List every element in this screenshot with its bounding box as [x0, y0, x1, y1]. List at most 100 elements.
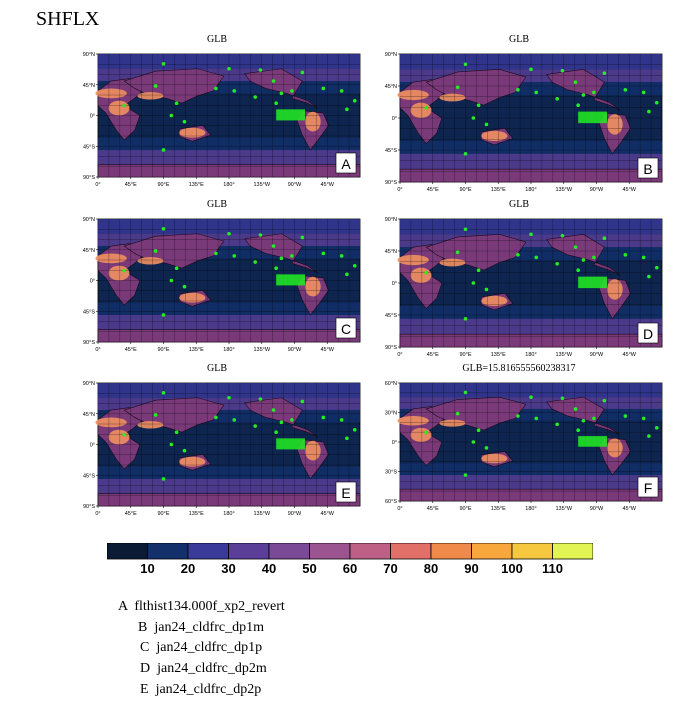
x-tick-label: 0° — [95, 182, 100, 188]
site-marker — [484, 287, 489, 292]
colorbar-label: 50 — [302, 561, 316, 576]
site-marker — [455, 85, 460, 90]
site-marker — [174, 101, 179, 105]
map-panel-f: GLB=15.816555560238317 60°N 30°N 0° 30°S 60°… — [374, 363, 664, 523]
site-marker — [182, 284, 187, 289]
site-marker — [576, 268, 580, 272]
flux-hotspot — [95, 417, 127, 428]
site-marker — [153, 413, 158, 417]
y-tick-label: 45°N — [83, 248, 95, 254]
colorbar-label: 80 — [424, 561, 438, 576]
flux-hotspot — [410, 102, 432, 118]
x-tick-label: 90°E — [460, 352, 472, 358]
map-panel-c: GLB 90°N 45°N 0° 45°S 90°S 0° 45°E 90°E 135°E 180… — [72, 199, 362, 359]
site-cluster — [578, 436, 607, 447]
legend-letter: D — [140, 661, 151, 677]
map-plot: 90°N45°N0°45°S90°S0° 45°E 90°E 135°E 180° 135… — [385, 217, 663, 358]
site-marker — [227, 66, 231, 71]
site-marker — [253, 260, 257, 264]
site-marker — [516, 253, 520, 257]
colorbar-label: 100 — [501, 561, 523, 576]
y-tick-label: 90°N — [83, 52, 95, 58]
colorbar-swatch — [187, 543, 229, 560]
panel-label-box — [637, 476, 659, 498]
flux-hotspot — [397, 254, 429, 266]
site-marker — [476, 268, 481, 272]
x-tick-label: 180° — [525, 506, 536, 512]
flux-hotspot — [304, 276, 321, 297]
x-tick-label: 135°W — [555, 187, 572, 193]
y-tick-label: 0° — [392, 116, 397, 122]
x-tick-label: 135°W — [253, 182, 270, 188]
site-marker — [529, 232, 533, 237]
y-tick-label: 45°N — [83, 412, 95, 418]
site-marker — [592, 90, 596, 95]
colorbar-label: 60 — [343, 561, 357, 576]
x-tick-label: 0° — [397, 352, 402, 358]
site-marker — [345, 107, 349, 112]
y-tick-label: 60°S — [385, 499, 397, 505]
site-marker — [279, 91, 284, 96]
y-tick-label: 0° — [90, 114, 95, 120]
site-marker — [602, 236, 607, 240]
site-marker — [274, 430, 278, 434]
y-tick-label: 0° — [392, 440, 397, 446]
x-tick-label: 135°E — [491, 506, 506, 512]
colorbar-swatch — [390, 543, 432, 560]
site-marker — [592, 255, 596, 260]
site-marker — [214, 86, 218, 91]
site-marker — [602, 71, 607, 75]
site-cluster — [578, 111, 607, 124]
y-tick-label: 30°S — [385, 470, 397, 476]
y-tick-label: 90°S — [385, 345, 397, 351]
site-marker — [271, 79, 276, 83]
x-tick-label: 90°E — [158, 347, 170, 353]
y-tick-label: 90°S — [83, 340, 95, 346]
site-marker — [339, 418, 344, 422]
land-area — [244, 233, 319, 274]
x-tick-label: 0° — [397, 506, 402, 512]
x-tick-label: 45°E — [427, 506, 439, 512]
x-tick-label: 135°W — [253, 347, 270, 353]
x-tick-label: 90°W — [288, 182, 302, 188]
map-plot: 90°N45°N0°45°S90°S0° 45°E 90°E 135°E 180° 135… — [385, 52, 663, 193]
site-marker — [573, 407, 578, 411]
site-marker — [463, 62, 468, 67]
site-marker — [214, 251, 218, 256]
site-marker — [253, 95, 257, 99]
site-marker — [623, 414, 628, 418]
flux-hotspot — [439, 93, 466, 102]
x-tick-label: 90°E — [460, 506, 472, 512]
site-marker — [300, 399, 305, 404]
land-area — [244, 397, 319, 438]
panel-label-box — [637, 322, 659, 344]
site-marker — [279, 420, 284, 425]
x-tick-label: 135°W — [253, 511, 270, 517]
y-tick-label: 45°N — [385, 249, 397, 255]
site-marker — [555, 422, 559, 427]
x-tick-label: 135°E — [491, 352, 506, 358]
y-tick-label: 90°N — [83, 217, 95, 223]
flux-hotspot — [606, 279, 623, 300]
y-tick-label: 90°N — [385, 52, 397, 58]
site-cluster — [578, 276, 607, 289]
x-tick-label: 180° — [223, 511, 234, 517]
y-tick-label: 45°S — [385, 148, 397, 154]
site-marker — [573, 80, 578, 84]
flux-hotspot — [137, 421, 164, 429]
site-marker — [352, 263, 357, 268]
site-marker — [290, 418, 294, 422]
flux-hotspot — [397, 416, 429, 426]
x-tick-label: 45°E — [125, 511, 137, 517]
flux-hotspot — [439, 419, 466, 427]
map-plot: 90°N45°N0°45°S90°S0° 45°E 90°E 135°E 180° 135… — [83, 217, 361, 353]
site-marker — [300, 235, 305, 240]
site-marker — [534, 90, 539, 95]
site-marker — [321, 251, 326, 256]
x-tick-label: 45°W — [320, 182, 334, 188]
flux-hotspot — [108, 265, 130, 281]
x-tick-label: 45°E — [125, 347, 137, 353]
site-marker — [321, 86, 326, 91]
flux-hotspot — [95, 88, 127, 99]
legend-item: C jan24_cldfrc_dp1p — [118, 638, 285, 659]
